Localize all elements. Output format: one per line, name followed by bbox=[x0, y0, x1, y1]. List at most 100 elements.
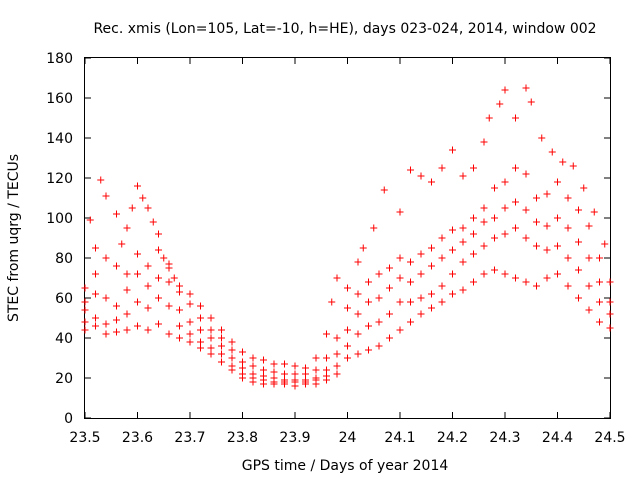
data-point bbox=[176, 334, 183, 342]
data-point bbox=[365, 278, 372, 286]
data-point bbox=[81, 298, 89, 306]
x-tick-label: 23.9 bbox=[279, 430, 310, 446]
data-point bbox=[291, 382, 299, 390]
data-point bbox=[344, 326, 351, 334]
data-point bbox=[144, 204, 152, 212]
data-point bbox=[491, 214, 498, 222]
data-point bbox=[281, 360, 288, 368]
data-point bbox=[417, 310, 425, 318]
data-point bbox=[496, 100, 504, 108]
data-point bbox=[543, 246, 551, 254]
data-point bbox=[543, 222, 551, 230]
data-point bbox=[344, 354, 351, 362]
data-point bbox=[249, 362, 257, 370]
y-axis-label: STEC from uqrg / TECUs bbox=[6, 154, 22, 322]
data-point bbox=[370, 224, 378, 232]
data-point bbox=[207, 314, 215, 322]
x-tick-label: 23.7 bbox=[174, 430, 205, 446]
data-point bbox=[312, 354, 320, 362]
data-point bbox=[606, 278, 614, 286]
data-point bbox=[176, 288, 183, 296]
data-point bbox=[344, 342, 351, 350]
data-point bbox=[186, 330, 194, 338]
x-tick-label: 24.2 bbox=[437, 430, 468, 446]
data-point bbox=[480, 242, 488, 250]
data-point bbox=[97, 176, 105, 184]
data-point bbox=[485, 114, 493, 122]
data-point bbox=[102, 254, 110, 262]
data-point bbox=[249, 378, 257, 386]
data-point bbox=[491, 234, 498, 242]
data-point bbox=[601, 240, 609, 248]
data-point bbox=[585, 222, 593, 230]
data-point bbox=[365, 346, 372, 354]
data-point bbox=[438, 254, 446, 262]
data-point bbox=[92, 322, 99, 330]
data-point bbox=[407, 278, 414, 286]
data-point bbox=[165, 260, 173, 268]
data-point bbox=[491, 266, 498, 274]
data-point bbox=[512, 224, 519, 232]
x-axis-label: GPS time / Days of year 2014 bbox=[242, 458, 449, 474]
data-point bbox=[417, 172, 425, 180]
data-point bbox=[218, 358, 225, 366]
data-point bbox=[270, 368, 278, 376]
data-point bbox=[449, 146, 456, 154]
data-point bbox=[197, 314, 204, 322]
data-point bbox=[386, 334, 393, 342]
data-points bbox=[81, 84, 614, 390]
data-point bbox=[186, 338, 194, 346]
data-point bbox=[365, 322, 372, 330]
x-tick-label: 24.3 bbox=[489, 430, 520, 446]
y-tick-label: 0 bbox=[64, 411, 73, 427]
data-point bbox=[218, 334, 225, 342]
data-point bbox=[543, 274, 551, 282]
data-point bbox=[407, 258, 414, 266]
data-point bbox=[149, 218, 157, 226]
data-point bbox=[417, 294, 425, 302]
data-point bbox=[218, 350, 225, 358]
data-point bbox=[512, 274, 519, 282]
data-point bbox=[606, 310, 614, 318]
data-point bbox=[128, 204, 136, 212]
data-point bbox=[543, 190, 551, 198]
data-point bbox=[501, 230, 509, 238]
data-point bbox=[470, 164, 477, 172]
data-point bbox=[375, 318, 383, 326]
data-point bbox=[512, 164, 519, 172]
data-point bbox=[333, 362, 341, 370]
data-point bbox=[102, 294, 110, 302]
data-point bbox=[522, 84, 530, 92]
data-point bbox=[417, 250, 425, 258]
data-point bbox=[548, 148, 556, 156]
data-point bbox=[81, 326, 89, 334]
data-point bbox=[380, 186, 388, 194]
data-point bbox=[333, 350, 341, 358]
data-point bbox=[396, 326, 404, 334]
data-point bbox=[260, 380, 267, 388]
data-point bbox=[585, 254, 593, 262]
data-point bbox=[354, 330, 362, 338]
data-point bbox=[176, 322, 183, 330]
data-point bbox=[585, 306, 593, 314]
data-point bbox=[480, 218, 488, 226]
data-point bbox=[527, 98, 535, 106]
data-point bbox=[512, 114, 519, 122]
data-point bbox=[428, 262, 435, 270]
data-point bbox=[501, 204, 509, 212]
data-point bbox=[375, 270, 383, 278]
data-point bbox=[533, 242, 540, 250]
data-point bbox=[197, 302, 204, 310]
data-point bbox=[396, 274, 404, 282]
data-point bbox=[228, 346, 236, 354]
data-point bbox=[596, 278, 603, 286]
y-tick-label: 120 bbox=[46, 171, 73, 187]
data-point bbox=[302, 370, 309, 378]
data-point bbox=[596, 318, 603, 326]
chart-title: Rec. xmis (Lon=105, Lat=-10, h=HE), days… bbox=[93, 21, 596, 37]
data-point bbox=[155, 246, 162, 254]
data-point bbox=[564, 282, 572, 290]
data-point bbox=[197, 326, 204, 334]
data-point bbox=[113, 210, 120, 218]
data-point bbox=[417, 270, 425, 278]
